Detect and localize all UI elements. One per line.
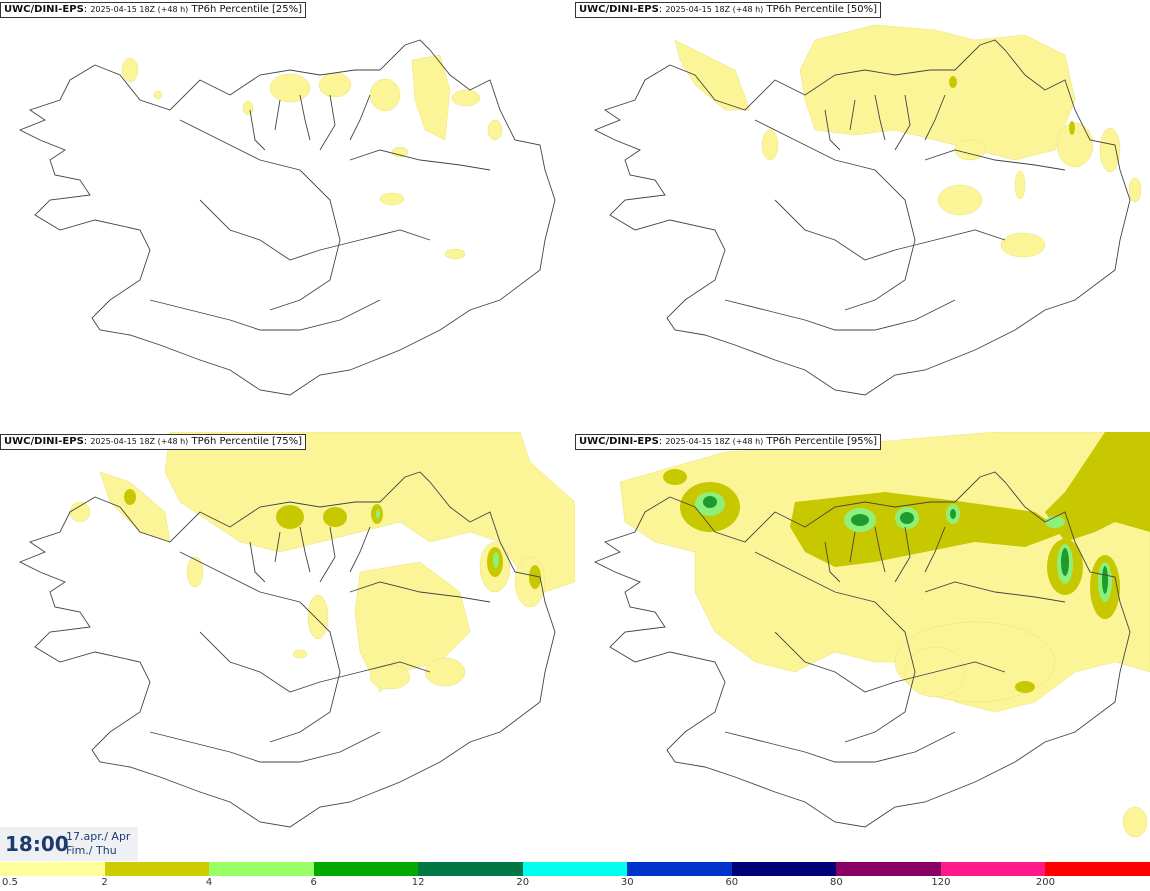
iceland-map — [18, 432, 575, 828]
precip-light — [121, 54, 503, 260]
legend-swatch — [627, 862, 732, 876]
legend-label: 0.5 — [2, 877, 18, 888]
map-panel-p50: UWC/DINI-EPS: 2025-04-15 18Z (+48 h) TP6… — [575, 0, 1150, 430]
model-name: UWC/DINI-EPS — [4, 436, 84, 447]
panel-title: UWC/DINI-EPS: 2025-04-15 18Z (+48 h) TP6… — [575, 434, 882, 450]
valid-time-box: 18:00 17.apr./ Apr Fim./ Thu — [0, 827, 138, 861]
legend-swatch — [104, 862, 210, 876]
valid-date-line1: 17.apr./ Apr — [66, 830, 131, 843]
field-label: TP6h Percentile [95%] — [766, 436, 878, 447]
precip-mid — [949, 76, 1075, 135]
land-outline — [593, 471, 1131, 828]
run-info: 2025-04-15 18Z (+48 h) — [90, 437, 189, 446]
model-name: UWC/DINI-EPS — [4, 4, 84, 15]
panel-title: UWC/DINI-EPS: 2025-04-15 18Z (+48 h) TP6… — [0, 434, 307, 450]
model-name: UWC/DINI-EPS — [579, 4, 659, 15]
land-outline — [18, 471, 556, 828]
panel-title: UWC/DINI-EPS: 2025-04-15 18Z (+48 h) TP6… — [575, 2, 882, 18]
legend-swatch — [1045, 862, 1150, 876]
legend-label: 4 — [205, 877, 213, 888]
legend-swatch — [731, 862, 837, 876]
legend-label: 80 — [829, 877, 843, 888]
precip-mid — [124, 489, 541, 589]
map-panel-p25: UWC/DINI-EPS: 2025-04-15 18Z (+48 h) TP6… — [0, 0, 575, 430]
legend-label: 12 — [411, 877, 425, 888]
legend-label: 200 — [1035, 877, 1055, 888]
precip-high — [376, 509, 499, 568]
legend-labels: 0.5 2 4 6 12 20 30 60 80 120 200 — [0, 876, 1150, 890]
map-panel-p75: UWC/DINI-EPS: 2025-04-15 18Z (+48 h) TP6… — [0, 432, 575, 862]
precip-light — [674, 24, 1142, 258]
legend-label: 20 — [516, 877, 530, 888]
color-legend — [0, 862, 1150, 876]
legend-swatch — [209, 862, 314, 876]
field-label: TP6h Percentile [50%] — [766, 4, 878, 15]
run-info: 2025-04-15 18Z (+48 h) — [665, 5, 764, 14]
map-panel-p95: UWC/DINI-EPS: 2025-04-15 18Z (+48 h) TP6… — [575, 432, 1150, 862]
valid-date-line2: Fim./ Thu — [66, 844, 117, 857]
model-name: UWC/DINI-EPS — [579, 436, 659, 447]
legend-swatch — [522, 862, 628, 876]
iceland-map — [593, 432, 1150, 838]
valid-time: 18:00 — [5, 832, 69, 856]
legend-label: 30 — [620, 877, 634, 888]
field-label: TP6h Percentile [75%] — [191, 436, 303, 447]
land-outline — [18, 39, 556, 396]
land-outline — [593, 39, 1131, 396]
legend-label: 60 — [725, 877, 739, 888]
field-label: TP6h Percentile [25%] — [191, 4, 303, 15]
legend-label: 120 — [931, 877, 951, 888]
legend-swatch — [418, 862, 523, 876]
legend-swatch — [940, 862, 1046, 876]
panel-title: UWC/DINI-EPS: 2025-04-15 18Z (+48 h) TP6… — [0, 2, 307, 18]
run-info: 2025-04-15 18Z (+48 h) — [665, 437, 764, 446]
legend-swatch — [0, 862, 105, 876]
iceland-map — [593, 24, 1142, 396]
run-info: 2025-04-15 18Z (+48 h) — [90, 5, 189, 14]
valid-date: 17.apr./ Apr Fim./ Thu — [66, 830, 130, 858]
legend-label: 2 — [101, 877, 108, 888]
precip-heavy — [703, 496, 1108, 594]
iceland-map — [18, 39, 556, 396]
legend-label: 6 — [310, 877, 317, 888]
legend-swatch — [313, 862, 419, 876]
legend-swatch — [836, 862, 941, 876]
